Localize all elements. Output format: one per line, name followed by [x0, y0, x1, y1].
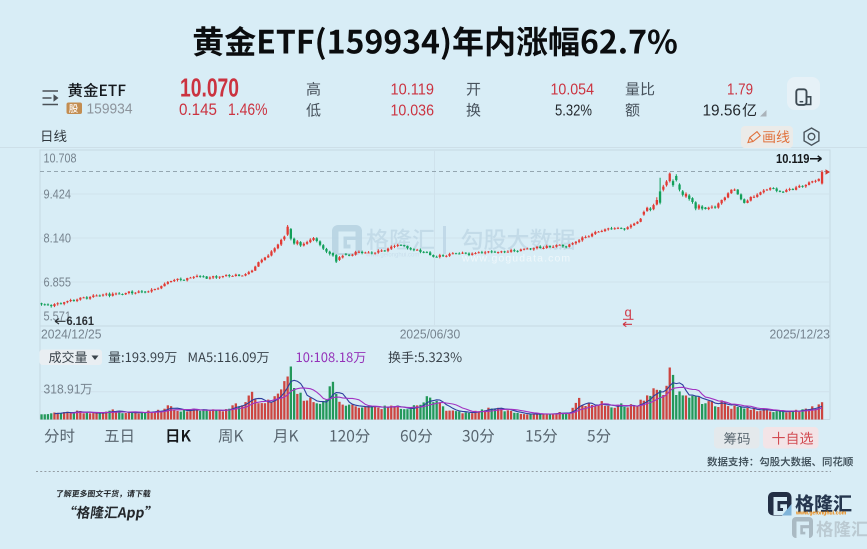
- svg-text:5.571: 5.571: [44, 310, 72, 324]
- svg-text:www.gelonghui.com: www.gelonghui.com: [365, 253, 419, 259]
- svg-text:2024/12/25: 2024/12/25: [41, 328, 102, 342]
- svg-text:0.145: 0.145: [179, 100, 217, 119]
- svg-text:6.161: 6.161: [67, 314, 95, 328]
- svg-text:q: q: [625, 305, 632, 320]
- svg-text:10.708: 10.708: [44, 152, 77, 166]
- svg-text:318.91: 318.91: [44, 383, 81, 397]
- svg-text:19.56: 19.56: [703, 103, 742, 120]
- svg-text:6.855: 6.855: [44, 276, 72, 290]
- svg-text:1.46%: 1.46%: [228, 100, 268, 119]
- svg-text:8.140: 8.140: [44, 232, 72, 246]
- svg-text:10.119: 10.119: [776, 152, 810, 166]
- svg-text:www.gelonghui.com: www.gelonghui.com: [795, 511, 847, 517]
- svg-text:10.119: 10.119: [391, 82, 435, 99]
- svg-text:10.054: 10.054: [551, 82, 595, 99]
- svg-text:www.gogudata.com: www.gogudata.com: [461, 253, 571, 265]
- svg-text:159934: 159934: [87, 101, 133, 118]
- svg-text:2025/06/30: 2025/06/30: [400, 328, 461, 342]
- svg-text:10.036: 10.036: [391, 103, 435, 120]
- svg-text:5.32%: 5.32%: [555, 103, 592, 120]
- svg-text:9.424: 9.424: [44, 188, 72, 202]
- svg-text:1.79: 1.79: [727, 82, 753, 99]
- svg-text:2025/12/23: 2025/12/23: [770, 328, 831, 342]
- svg-text:10.070: 10.070: [180, 73, 239, 103]
